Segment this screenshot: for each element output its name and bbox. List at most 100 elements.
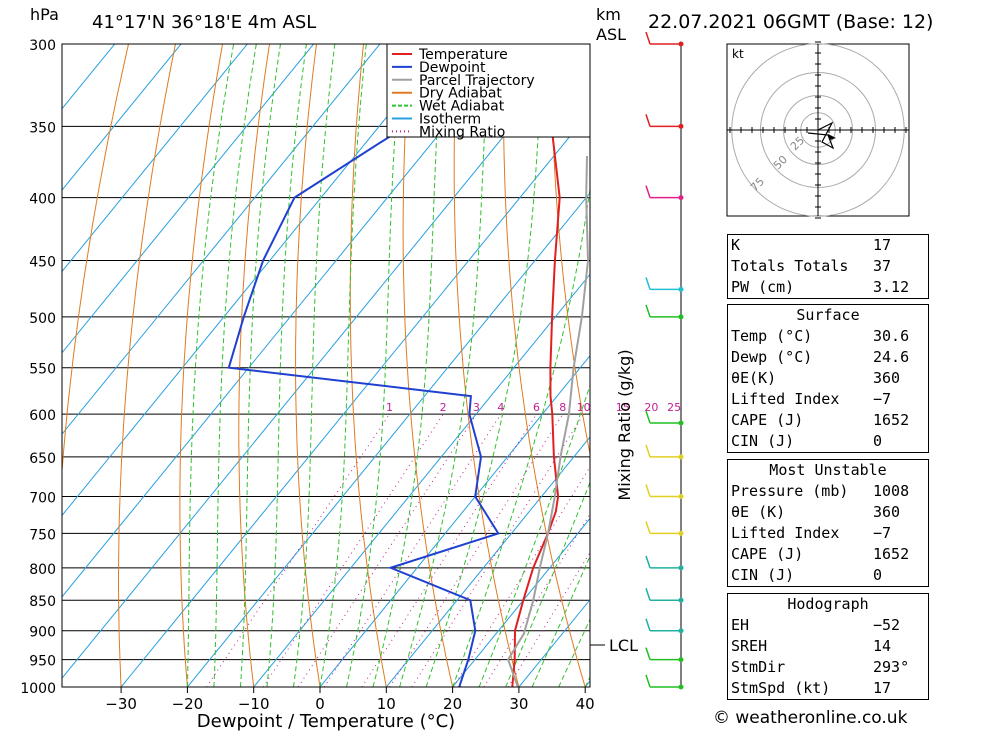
wet-adiabat bbox=[213, 44, 257, 687]
wet-adiabat bbox=[425, 44, 544, 687]
index-label: Temp (°C) bbox=[731, 327, 813, 345]
dry-adiabat bbox=[503, 44, 586, 687]
wet-adiabat bbox=[239, 44, 282, 687]
index-value: 293° bbox=[873, 658, 910, 676]
wet-adiabat bbox=[293, 44, 336, 687]
surface-box: Surface Temp (°C) 30.6 Dewp (°C) 24.6 θE(K) 3… bbox=[727, 304, 929, 453]
pressure-tick-400: 400 bbox=[29, 192, 56, 208]
wind-barb-flag bbox=[645, 587, 651, 601]
mixing-ratio-label: 20 bbox=[644, 401, 658, 414]
index-value: 37 bbox=[873, 257, 892, 275]
chart-axes: 3003504004505005506006507007508008509009… bbox=[20, 38, 594, 713]
index-value: 14 bbox=[873, 637, 892, 655]
index-value: −7 bbox=[873, 524, 892, 542]
hodograph-storm-marker bbox=[828, 134, 836, 140]
wind-barb-flag bbox=[645, 647, 651, 660]
pressure-tick-300: 300 bbox=[29, 38, 56, 54]
index-row: Totals Totals 37 bbox=[728, 256, 928, 277]
index-label: CAPE (J) bbox=[731, 545, 804, 563]
isotherm bbox=[62, 44, 116, 110]
mixing-ratio-axis-label: Mixing Ratio (g/kg) bbox=[615, 349, 634, 500]
index-row: CAPE (J) 1652 bbox=[728, 410, 928, 431]
general-indices-box: K 17 Totals Totals 37 PW (cm) 3.12 bbox=[727, 234, 929, 299]
mixing-ratio-line bbox=[361, 413, 537, 687]
wind-dot bbox=[678, 314, 684, 320]
dry-adiabat bbox=[349, 44, 387, 687]
wind-dot bbox=[678, 494, 684, 500]
pressure-tick-900: 900 bbox=[29, 625, 56, 641]
dry-adiabat bbox=[966, 7, 1000, 713]
most-unstable-title: Most Unstable bbox=[769, 461, 887, 479]
index-label: θE (K) bbox=[731, 503, 786, 521]
index-value: 3.12 bbox=[873, 278, 910, 296]
wind-dot bbox=[678, 454, 684, 460]
index-label: Dewp (°C) bbox=[731, 348, 813, 366]
pressure-tick-850: 850 bbox=[29, 594, 56, 610]
plot-frame bbox=[61, 43, 591, 688]
wind-dot bbox=[678, 657, 684, 663]
mixing-ratio-line bbox=[389, 413, 564, 687]
index-row: StmSpd (kt) 17 bbox=[728, 678, 928, 699]
temp-tick-label: −20 bbox=[172, 695, 204, 713]
location-title: 41°17'N 36°18'E 4m ASL bbox=[92, 12, 316, 33]
wind-dot bbox=[678, 195, 684, 201]
hodograph-unit: kt bbox=[732, 47, 744, 61]
index-label: CIN (J) bbox=[731, 432, 795, 450]
index-label: CAPE (J) bbox=[731, 411, 804, 429]
dry-adiabat bbox=[453, 44, 520, 687]
pressure-tick-650: 650 bbox=[29, 451, 56, 467]
pressure-tick-550: 550 bbox=[29, 362, 56, 378]
legend-entry: Dewpoint bbox=[419, 60, 486, 76]
wind-barb-flag bbox=[645, 674, 651, 688]
index-row: Lifted Index −7 bbox=[728, 389, 928, 410]
hodograph-trace bbox=[807, 121, 835, 150]
index-row: StmDir 293° bbox=[728, 657, 928, 678]
index-value: 30.6 bbox=[873, 327, 910, 345]
mixing-ratio-label: 8 bbox=[559, 401, 566, 414]
index-value: 0 bbox=[873, 432, 883, 450]
km-unit: km bbox=[596, 5, 621, 24]
index-label: CIN (J) bbox=[731, 566, 795, 584]
index-row: PW (cm) 3.12 bbox=[728, 277, 928, 298]
hodograph-title: Hodograph bbox=[787, 595, 869, 613]
datetime-title: 22.07.2021 06GMT (Base: 12) bbox=[648, 11, 933, 33]
legend-entry: Dry Adiabat bbox=[419, 86, 502, 102]
mixing-ratio-label: 2 bbox=[440, 401, 447, 414]
temp-tick-label: 40 bbox=[576, 695, 595, 713]
index-label: Lifted Index bbox=[731, 390, 840, 408]
dry-adiabat bbox=[550, 44, 590, 456]
wind-barb-flag bbox=[645, 618, 651, 631]
wind-dot bbox=[678, 420, 684, 426]
wind-barb-flag bbox=[645, 484, 651, 497]
pressure-tick-1000: 1000 bbox=[20, 681, 56, 697]
legend-entry: Mixing Ratio bbox=[419, 124, 505, 140]
dry-adiabat bbox=[920, 7, 1000, 713]
hpa-unit: hPa bbox=[30, 5, 59, 24]
pressure-tick-750: 750 bbox=[29, 527, 56, 543]
pressure-tick-950: 950 bbox=[29, 654, 56, 670]
index-value: 17 bbox=[873, 236, 892, 254]
pressure-tick-500: 500 bbox=[29, 311, 56, 327]
isotherm bbox=[253, 273, 590, 687]
wet-adiabat bbox=[452, 185, 590, 687]
mixing-ratio-label: 3 bbox=[473, 401, 480, 414]
legend-entry: Wet Adiabat bbox=[419, 99, 505, 115]
index-label: θE(K) bbox=[731, 369, 777, 387]
index-value: 17 bbox=[873, 679, 892, 697]
wind-barb-flag bbox=[645, 31, 651, 45]
index-row: Pressure (mb) 1008 bbox=[728, 481, 928, 502]
index-label: StmSpd (kt) bbox=[731, 679, 831, 697]
index-row: K 17 bbox=[728, 235, 928, 256]
copyright-footer[interactable]: © weatheronline.co.uk bbox=[713, 708, 908, 728]
index-label: StmDir bbox=[731, 658, 786, 676]
mixing-ratio-label: 4 bbox=[497, 401, 504, 414]
index-row: CIN (J) 0 bbox=[728, 431, 928, 452]
wet-adiabat bbox=[531, 554, 590, 687]
index-row: EH −52 bbox=[728, 615, 928, 636]
mixing-ratio-line bbox=[297, 413, 477, 687]
legend-entry: Temperature bbox=[418, 47, 508, 63]
temp-tick-label: 20 bbox=[443, 695, 462, 713]
